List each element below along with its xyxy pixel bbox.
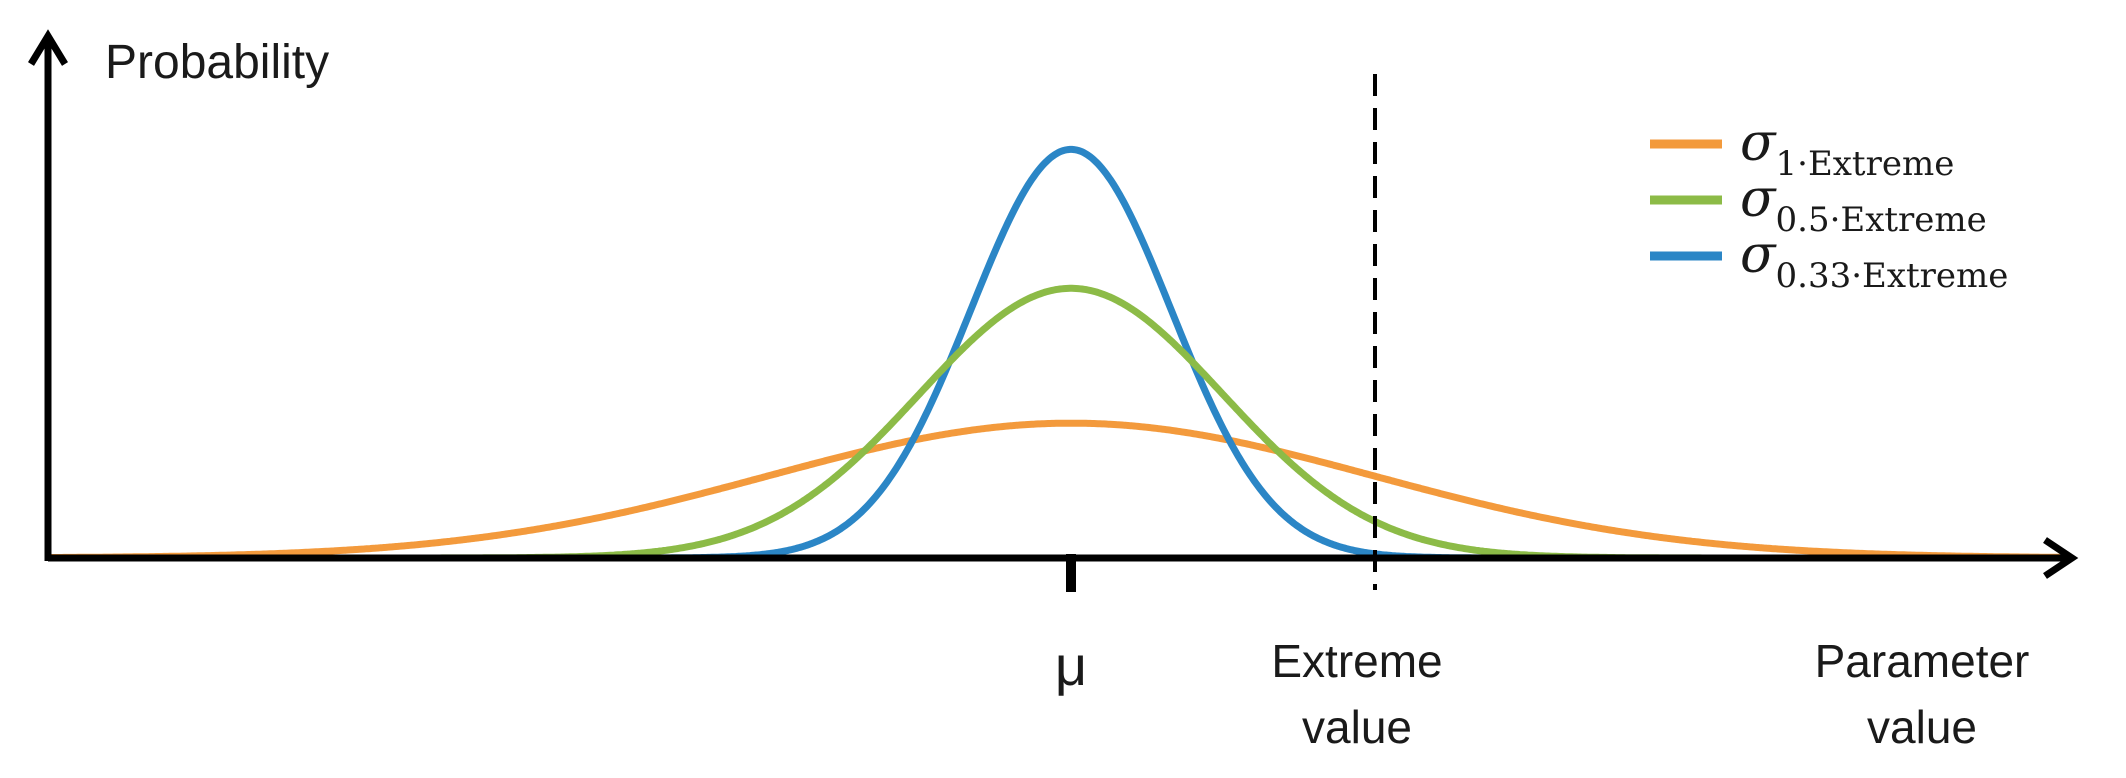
legend: σ1·Extreme σ0.5·Extreme σ0.33·Extreme [1650, 113, 2008, 296]
legend-label-sigma-0.33: σ0.33·Extreme [1740, 225, 2008, 296]
curve-sigma-1 [48, 419, 2062, 561]
extreme-label-line-1: Extreme [1271, 635, 1442, 687]
extreme-label-line-2: value [1302, 701, 1412, 753]
legend-label-sigma-1: σ1·Extreme [1740, 113, 1954, 184]
x-axis-label-line-1: Parameter [1815, 635, 2030, 687]
x-axis-label-line-2: value [1867, 701, 1977, 753]
x-axis-arrowhead [2043, 537, 2079, 579]
legend-label-sigma-0.5: σ0.5·Extreme [1740, 169, 1987, 240]
mu-label: μ [1055, 634, 1087, 697]
y-axis-label: Probability [105, 36, 329, 89]
y-axis-arrowhead [28, 29, 68, 66]
